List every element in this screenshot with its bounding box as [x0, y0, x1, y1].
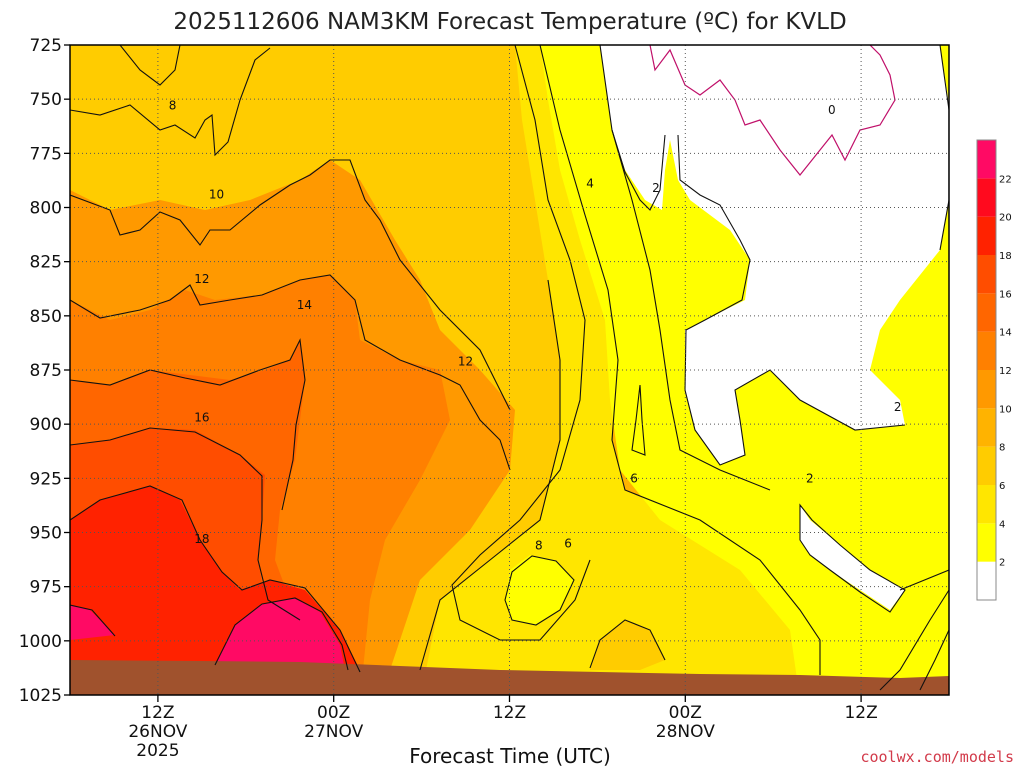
x-tick-label: 00Z — [317, 703, 350, 723]
colorbar-swatch — [977, 446, 996, 485]
colorbar-swatch — [977, 255, 996, 294]
contour-label: 18 — [194, 532, 209, 546]
y-axis: 725 750 775 800 825 850 875 900 925 950 975 1000 102… — [19, 36, 70, 706]
colorbar-tick-label: 14 — [999, 328, 1012, 339]
x-tick-label: 27NOV — [304, 722, 363, 742]
colorbar-tick-label: 4 — [999, 519, 1005, 530]
x-tick-label: 12Z — [493, 703, 526, 723]
colorbar-swatch — [977, 370, 996, 409]
warm-pocket-6-8 — [590, 620, 665, 670]
contour-label: 8 — [169, 99, 177, 113]
y-tick-label: 775 — [30, 144, 62, 164]
y-tick-label: 975 — [30, 578, 62, 598]
colorbar-tick-label: 2 — [999, 558, 1005, 569]
colorbar-tick-label: 10 — [999, 404, 1012, 415]
colorbar-tick-label: 18 — [999, 251, 1012, 262]
colorbar-swatch — [977, 140, 996, 179]
colorbar-swatch — [977, 485, 996, 524]
y-tick-label: 900 — [30, 415, 62, 435]
contour-label: 8 — [535, 539, 543, 553]
contour-label: 4 — [586, 177, 594, 191]
band-22-plus-west — [70, 605, 115, 640]
chart-title: 2025112606 NAM3KM Forecast Temperature (… — [173, 9, 846, 35]
contour-label: 2 — [806, 471, 814, 485]
band-0-2 — [600, 45, 949, 465]
y-tick-label: 850 — [30, 307, 62, 327]
colorbar-swatch — [977, 523, 996, 562]
colorbar-tick-label: 12 — [999, 366, 1012, 377]
colorbar-frame — [976, 139, 997, 601]
y-tick-label: 1000 — [19, 632, 62, 652]
contour-label: 12 — [194, 272, 209, 286]
colorbar-swatch — [977, 178, 996, 217]
y-tick-label: 925 — [30, 469, 62, 489]
contour-label: 16 — [194, 411, 209, 425]
colorbar-swatch — [977, 561, 996, 600]
colorbar-swatch — [977, 408, 996, 447]
contour-label: 6 — [564, 536, 572, 550]
credit-text: coolwx.com/models — [860, 748, 1014, 766]
y-tick-label: 725 — [30, 36, 62, 56]
grid-lines — [70, 45, 949, 695]
contour-label: 2 — [894, 400, 902, 414]
x-tick-label: 00Z — [669, 703, 702, 723]
colorbar-tick-label: 8 — [999, 443, 1005, 454]
y-tick-label: 875 — [30, 361, 62, 381]
y-tick-label: 825 — [30, 253, 62, 273]
colorbar-tick-label: 16 — [999, 289, 1012, 300]
x-tick-label: 28NOV — [656, 722, 715, 742]
contour-label: 2 — [652, 181, 660, 195]
contour-zero-line — [649, 45, 896, 176]
warm-pocket-4-6 — [505, 555, 575, 625]
y-tick-label: 750 — [30, 90, 62, 110]
band-0-2-pocket — [800, 505, 905, 610]
x-tick-label: 26NOV — [128, 722, 187, 742]
colorbar-swatch — [977, 293, 996, 332]
colorbar: 2 4 6 8 10 12 14 16 18 20 22 — [976, 139, 1012, 601]
band-22-plus — [215, 598, 345, 672]
contour-label: 12 — [458, 354, 473, 368]
colorbar-tick-label: 20 — [999, 213, 1012, 224]
contour-labels: 8 10 12 14 12 16 18 8 6 6 4 2 0 2 2 — [169, 99, 902, 553]
x-tick-label: 2025 — [136, 741, 179, 761]
x-tick-label: 12Z — [844, 703, 877, 723]
y-tick-label: 950 — [30, 524, 62, 544]
colorbar-tick-label: 22 — [999, 174, 1012, 185]
x-axis-label: Forecast Time (UTC) — [409, 744, 611, 768]
contour-label: 6 — [630, 471, 638, 485]
contour-label: 10 — [209, 188, 224, 202]
colorbar-swatch — [977, 331, 996, 370]
y-tick-label: 800 — [30, 199, 62, 219]
y-tick-label: 1025 — [19, 686, 62, 706]
x-tick-label: 12Z — [141, 703, 174, 723]
colorbar-swatch — [977, 216, 996, 255]
contour-label: 14 — [297, 298, 312, 312]
contour-label: 0 — [828, 103, 836, 117]
band-6-8 — [421, 45, 820, 695]
colorbar-tick-label: 6 — [999, 481, 1005, 492]
